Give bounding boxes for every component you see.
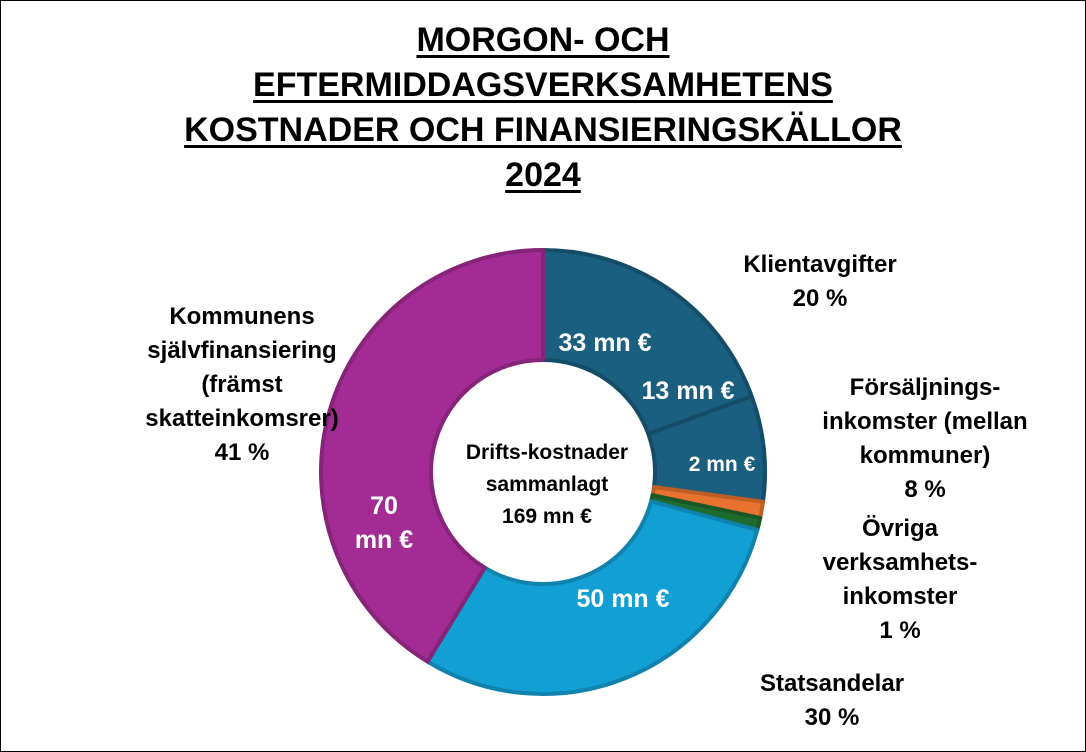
slice-statsandelar bbox=[425, 499, 760, 696]
label-kommunens-name-2: självfinansiering bbox=[147, 337, 337, 364]
center-label-line-1: Drifts-kostnader bbox=[465, 441, 629, 464]
label-ovriga-name-3: inkomster bbox=[842, 583, 958, 610]
label-forsaljning-percent: 8 % bbox=[904, 476, 946, 503]
value-label-50-mn: 50 mn € bbox=[576, 585, 669, 613]
value-label-33-mn: 33 mn € bbox=[558, 329, 651, 357]
center-label-line-2: sammanlagt bbox=[485, 473, 609, 496]
label-kommunens-name-4: skatteinkomsrer) bbox=[145, 405, 339, 432]
label-kommunens-name-1: Kommunens bbox=[169, 303, 315, 330]
label-ovriga-percent: 1 % bbox=[879, 617, 921, 644]
label-statsandelar: Statsandelar 30 % bbox=[722, 667, 942, 735]
donut-center-label: Drifts-kostnader sammanlagt 169 mn € bbox=[432, 437, 662, 533]
donut-slices bbox=[319, 248, 767, 696]
label-statsandelar-percent: 30 % bbox=[804, 704, 860, 731]
label-kommunens-sjalvfinansiering: Kommunens självfinansiering (främst skat… bbox=[112, 300, 372, 470]
label-forsaljning-name-1: Försäljnings- bbox=[849, 374, 1001, 401]
value-label-13-mn: 13 mn € bbox=[641, 377, 734, 405]
title-line-1: MORGON- OCH bbox=[416, 21, 670, 59]
title-line-2: EFTERMIDDAGSVERKSAMHETENS bbox=[253, 66, 833, 104]
label-klientavgifter: Klientavgifter 20 % bbox=[700, 248, 940, 316]
title-line-3: KOSTNADER OCH FINANSIERINGSKÄLLOR bbox=[184, 111, 902, 149]
label-forsaljningsinkomster: Försäljnings- inkomster (mellan kommuner… bbox=[790, 371, 1060, 507]
donut-value-labels: 33 mn € 13 mn € 2 mn € 50 mn € 70 mn € bbox=[355, 329, 756, 613]
label-klientavgifter-name: Klientavgifter bbox=[743, 251, 897, 278]
label-ovriga-name-2: verksamhets- bbox=[822, 549, 978, 576]
label-statsandelar-name: Statsandelar bbox=[759, 670, 905, 697]
chart-title: MORGON- OCH EFTERMIDDAGSVERKSAMHETENS KO… bbox=[0, 18, 1086, 198]
label-ovriga-verksamhetsinkomster: Övriga verksamhets- inkomster 1 % bbox=[790, 512, 1010, 648]
value-label-2-mn: 2 mn € bbox=[689, 453, 756, 476]
value-label-70-mn: 70 mn € bbox=[355, 492, 413, 554]
label-ovriga-name-1: Övriga bbox=[861, 515, 939, 542]
label-kommunens-percent: 41 % bbox=[214, 439, 270, 466]
center-label-line-3: 169 mn € bbox=[502, 505, 592, 528]
label-kommunens-name-3: (främst bbox=[201, 371, 283, 398]
label-forsaljning-name-3: kommuner) bbox=[859, 442, 991, 469]
slice-klientavgifter bbox=[541, 248, 754, 436]
label-forsaljning-name-2: inkomster (mellan bbox=[822, 408, 1028, 435]
label-klientavgifter-percent: 20 % bbox=[792, 285, 848, 312]
title-line-4: 2024 bbox=[505, 156, 581, 194]
slice-kommunens-sjalvfinansiering-framst-skatteinkomsrer bbox=[319, 248, 545, 664]
